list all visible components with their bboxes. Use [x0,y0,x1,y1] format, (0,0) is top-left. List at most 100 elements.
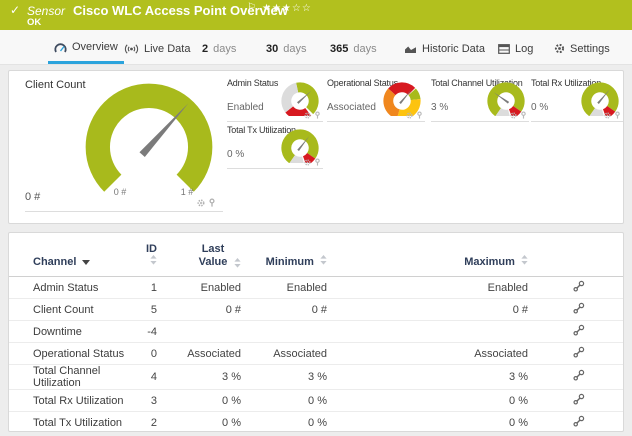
gauge-needle [399,89,412,105]
maximum-cell: 3 % [333,364,534,391]
table-row[interactable]: Admin Status 1 Enabled Enabled Enabled [9,276,623,300]
channel-id-cell: 3 [139,389,163,413]
minimum-cell: 0 % [308,416,327,429]
total-tx-utilization-value: 0 % [227,149,245,160]
minimum-cell: 0 % [247,389,333,413]
column-header-last-value[interactable]: Last Value [163,243,247,278]
maximum-cell: 0 # [333,298,534,322]
gauge-icon [54,42,67,52]
channel-settings-icon[interactable] [572,302,585,315]
channel-settings-icon[interactable] [572,369,585,382]
channel-id-cell: 5 [139,298,163,322]
admin-status-value: Enabled [227,102,264,113]
minimum-cell [247,320,333,344]
client-count-value: 0 # [25,191,41,203]
sort-icon [234,258,241,268]
priority-stars[interactable]: ★★★☆☆ [262,3,312,14]
column-header-minimum[interactable]: Minimum [247,243,333,278]
gauge-pin-icon[interactable] [520,111,527,119]
channel-id-cell: 2 [150,416,157,429]
column-header-actions [534,243,623,278]
gauge-pin-icon[interactable] [314,158,321,166]
channel-id-cell: 4 [139,364,163,391]
tab-settings[interactable]: Settings [548,33,616,64]
channel-settings-icon[interactable] [572,415,585,428]
channel-name-cell: Admin Status [9,276,139,300]
tab-2-days[interactable]: 2 days [202,42,237,55]
sort-icon [320,255,327,265]
tab-historic-data[interactable]: Historic Data [398,33,491,64]
operational-status-value: Associated [327,102,376,113]
log-icon [498,43,510,54]
table-row[interactable]: Downtime -4 [9,320,623,344]
gauge-needle [297,136,310,152]
last-value-cell [163,320,247,344]
mini-gauge-operational-status: Operational Status Associated [327,76,425,122]
tab-30-days[interactable]: 30 days [266,42,307,55]
gauge-toolbar [197,198,216,207]
last-value-cell: Associated [163,342,247,366]
total-channel-utilization-value: 3 % [431,102,449,113]
minimum-cell: Associated [247,342,333,366]
channel-table-body: Admin Status 1 Enabled Enabled Enabled Client… [9,276,623,434]
channel-name-cell: Client Count [9,298,139,322]
table-row[interactable]: Total Channel Utilization 4 3 % 3 % 3 % [9,364,623,391]
channel-actions-cell [534,320,623,344]
channel-name-cell: Total Tx Utilization [33,416,123,429]
channel-settings-icon[interactable] [572,280,585,293]
gauge-scale-max: 1 # [180,187,194,197]
gauge-needle [297,90,312,104]
gauge-settings-icon[interactable] [304,159,311,166]
channel-name-cell: Downtime [9,320,139,344]
tab-overview[interactable]: Overview [48,33,124,64]
gauge-settings-icon[interactable] [197,199,205,207]
maximum-cell [333,320,534,344]
divider [25,211,223,212]
channel-actions-cell [534,364,623,391]
table-row[interactable]: Total Rx Utilization 3 0 % 0 % 0 % [9,389,623,413]
minimum-cell: 3 % [247,364,333,391]
channel-settings-icon[interactable] [572,324,585,337]
sort-icon [150,255,157,265]
tab-365-days[interactable]: 365 days [330,42,377,55]
total-rx-utilization-gauge [581,82,619,116]
gauge-pin-icon[interactable] [416,111,423,119]
gauge-settings-icon[interactable] [406,112,413,119]
sensor-status-banner: ✓ Sensor Cisco WLC Access Point Overview… [0,0,632,30]
channel-settings-icon[interactable] [572,393,585,406]
tab-log[interactable]: Log [492,33,539,64]
channel-actions-cell [534,276,623,300]
last-value-cell: 0 # [163,298,247,322]
channel-actions-cell [534,298,623,322]
gauge-pin-icon[interactable] [614,111,621,119]
channel-id-cell: 0 [139,342,163,366]
tab-live-data[interactable]: Live Data [118,33,196,64]
last-value-cell: Enabled [163,276,247,300]
flag-icon[interactable]: ⚐ [247,2,256,13]
table-row[interactable]: Total Tx Utilization 2 0 % 0 % 0 % [9,412,623,434]
channel-name-cell: Operational Status [9,342,139,366]
sensor-kind-label: Sensor [27,4,66,18]
total-channel-utilization-gauge [487,82,525,116]
channel-settings-icon[interactable] [572,346,585,359]
gauge-settings-icon[interactable] [510,112,517,119]
gauge-settings-icon[interactable] [304,112,311,119]
channel-table-panel: Channel ID Last Value Minimum [8,232,624,432]
gauge-settings-icon[interactable] [604,112,611,119]
column-header-id[interactable]: ID [139,243,163,278]
last-value-cell: 0 % [163,389,247,413]
table-row[interactable]: Operational Status 0 Associated Associated A… [9,342,623,366]
client-count-gauge [85,83,213,196]
gauge-pin-icon[interactable] [314,111,321,119]
column-header-maximum[interactable]: Maximum [333,243,534,278]
table-row[interactable]: Client Count 5 0 #0 #0 # [9,298,623,322]
total-rx-utilization-value: 0 % [531,102,549,113]
mini-gauge-total-rx-utilization: Total Rx Utilization 0 % [531,76,623,122]
channel-id-cell: -4 [139,320,163,344]
gauge-pin-icon[interactable] [208,198,216,207]
column-header-channel[interactable]: Channel [9,243,139,278]
channel-table: Channel ID Last Value Minimum [9,243,623,433]
operational-status-gauge [383,82,421,116]
signal-icon [124,43,139,54]
chart-icon [405,46,416,53]
